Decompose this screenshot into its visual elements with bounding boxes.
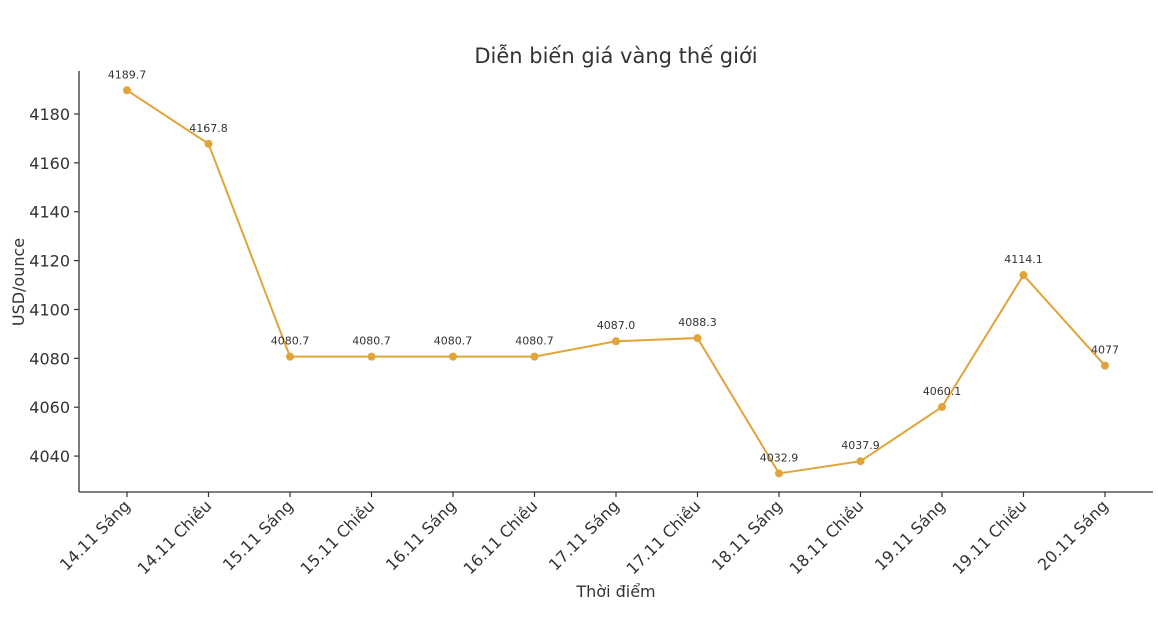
data-label: 4032.9: [760, 451, 799, 464]
y-tick-label: 4080: [29, 349, 70, 368]
data-label: 4037.9: [841, 439, 880, 452]
data-point: [693, 334, 702, 343]
data-point: [123, 86, 131, 95]
y-tick-label: 4120: [29, 252, 70, 271]
x-tick-label: 15.11 Sáng: [219, 496, 297, 574]
data-point: [1019, 271, 1028, 280]
data-point: [938, 402, 946, 411]
data-label: 4088.3: [678, 316, 717, 329]
data-label: 4189.7: [108, 68, 147, 81]
x-tick-label: 19.11 Sáng: [871, 496, 949, 574]
data-label: 4167.8: [189, 122, 228, 135]
x-tick-label: 16.11 Chiều: [460, 496, 542, 578]
data-point: [367, 352, 376, 361]
x-tick-label: 20.11 Sáng: [1034, 496, 1112, 574]
y-tick-label: 4040: [29, 447, 70, 466]
data-label: 4080.7: [515, 335, 554, 348]
data-point: [449, 352, 457, 361]
data-label: 4080.7: [271, 335, 310, 348]
data-point: [286, 352, 294, 361]
y-tick-label: 4140: [29, 203, 70, 222]
data-point: [530, 352, 539, 361]
x-tick-label: 17.11 Sáng: [545, 496, 623, 574]
y-tick-label: 4100: [29, 300, 70, 319]
data-label: 4077: [1091, 344, 1119, 357]
data-label: 4087.0: [597, 319, 636, 332]
data-point: [612, 337, 620, 346]
x-tick-label: 18.11 Sáng: [708, 496, 786, 574]
y-tick-label: 4160: [29, 154, 70, 173]
y-axis-label: USD/ounce: [9, 238, 28, 326]
x-tick-label: 18.11 Chiều: [786, 496, 868, 578]
y-tick-label: 4180: [29, 105, 70, 124]
data-label: 4080.7: [352, 335, 391, 348]
x-tick-label: 15.11 Chiều: [297, 496, 379, 578]
data-point: [204, 139, 213, 148]
data-point: [775, 469, 783, 478]
x-tick-label: 14.11 Chiều: [134, 496, 216, 578]
x-tick-label: 19.11 Chiều: [949, 496, 1031, 578]
chart-title: Diễn biến giá vàng thế giới: [474, 43, 757, 68]
data-label: 4060.1: [923, 385, 962, 398]
y-tick-label: 4060: [29, 398, 70, 417]
data-point: [856, 457, 865, 466]
data-label: 4114.1: [1004, 253, 1043, 266]
series-line: [126, 89, 1106, 475]
data-label: 4080.7: [434, 335, 473, 348]
data-point: [1101, 361, 1109, 370]
x-tick-label: 14.11 Sáng: [56, 496, 134, 574]
x-axis-label: Thời điểm: [575, 582, 655, 601]
x-tick-label: 16.11 Sáng: [382, 496, 460, 574]
x-tick-label: 17.11 Chiều: [623, 496, 705, 578]
